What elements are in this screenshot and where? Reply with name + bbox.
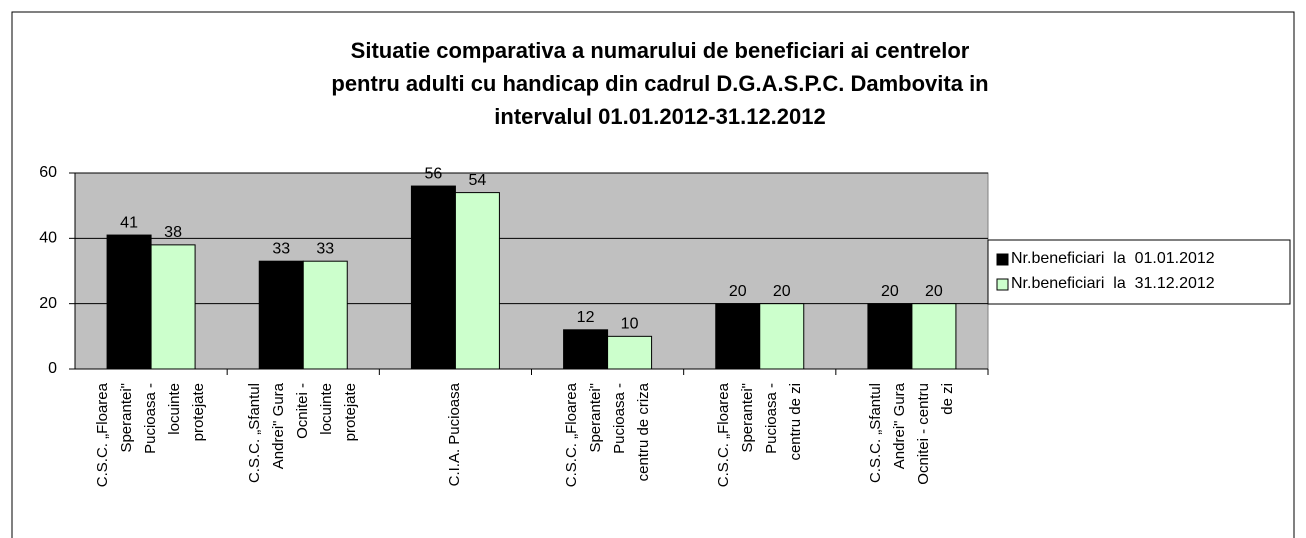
- legend-swatch: [996, 278, 1009, 291]
- plot-area: [74, 172, 989, 370]
- chart-title: pentru adulti cu handicap din cadrul D.G…: [331, 71, 989, 96]
- bar: [302, 260, 348, 370]
- data-label: 38: [164, 224, 182, 241]
- bar: [258, 260, 304, 370]
- data-label: 56: [425, 165, 443, 182]
- legend-box: [987, 239, 1291, 305]
- bar: [454, 192, 500, 370]
- bar: [759, 303, 805, 370]
- data-label: 20: [729, 283, 747, 300]
- bar: [150, 244, 196, 370]
- data-label: 10: [621, 316, 639, 333]
- legend-label: Nr.beneficiari la 01.01.2012: [1011, 250, 1215, 267]
- x-tick-label: C.S.C. „Sfantul Andrei" Gura Ocnitei - c…: [866, 383, 956, 485]
- x-tick-label: C.S.C. „Sfantul Andrei" Gura Ocnitei - l…: [246, 383, 360, 484]
- bar: [715, 303, 761, 370]
- bar: [911, 303, 957, 370]
- bar: [563, 329, 609, 370]
- legend-label: Nr.beneficiari la 31.12.2012: [1011, 275, 1215, 292]
- x-tick-label: C.S.C. „Floarea Sperantei" Pucioasa - lo…: [94, 383, 208, 488]
- data-label: 20: [925, 283, 943, 300]
- y-tick-label: 60: [39, 164, 57, 181]
- data-label: 33: [272, 240, 290, 257]
- data-label: 20: [773, 283, 791, 300]
- y-tick-label: 20: [39, 295, 57, 312]
- bar: [410, 185, 456, 370]
- data-label: 12: [577, 309, 595, 326]
- bar: [867, 303, 913, 370]
- x-tick-label: C.S.C. „Floarea Sperantei" Pucioasa - ce…: [562, 383, 652, 488]
- legend-swatch: [996, 253, 1009, 266]
- data-label: 33: [316, 240, 334, 257]
- bar: [607, 335, 653, 370]
- data-label: 54: [469, 172, 487, 189]
- chart-title: intervalul 01.01.2012-31.12.2012: [494, 104, 826, 129]
- x-tick-label: C.S.C. „Floarea Sperantei" Pucioasa - ce…: [714, 383, 804, 488]
- data-label: 41: [120, 214, 138, 231]
- y-tick-label: 40: [39, 230, 57, 247]
- x-tick-label: C.I.A. Pucioasa: [446, 383, 464, 487]
- bar: [106, 234, 152, 370]
- y-tick-label: 0: [48, 360, 57, 377]
- chart-title: Situatie comparativa a numarului de bene…: [350, 38, 970, 63]
- data-label: 20: [881, 283, 899, 300]
